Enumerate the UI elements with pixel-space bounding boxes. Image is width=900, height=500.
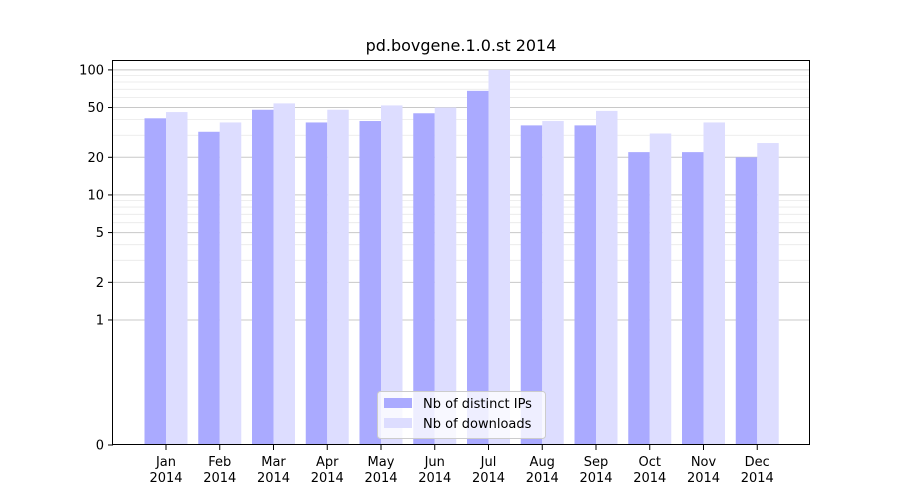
y-tick-label: 0 — [96, 439, 104, 454]
x-tick-label-year: 2014 — [364, 471, 397, 486]
bars-layer — [144, 69, 779, 446]
y-tick-label: 10 — [87, 188, 104, 203]
bar-distinct-ips — [467, 90, 489, 446]
y-tick-label: 20 — [87, 151, 104, 166]
x-tick-label-year: 2014 — [741, 471, 774, 486]
y-tick-label: 5 — [96, 226, 104, 241]
x-tick-label-month: Apr — [316, 455, 339, 470]
legend-label: Nb of downloads — [423, 417, 532, 432]
legend-label: Nb of distinct IPs — [423, 397, 532, 412]
bar-distinct-ips — [198, 131, 220, 445]
y-tick-label: 1 — [96, 313, 104, 328]
x-tick-label-month: Jan — [155, 455, 176, 470]
x-tick-label-month: May — [368, 455, 395, 470]
bar-downloads — [649, 133, 672, 445]
x-tick-label-month: Sep — [584, 455, 609, 470]
x-tick-label-month: Jun — [424, 455, 445, 470]
bar-downloads — [381, 105, 403, 446]
x-tick-label-year: 2014 — [418, 471, 451, 486]
bar-distinct-ips — [520, 125, 543, 445]
y-tick-label: 2 — [96, 276, 104, 291]
bar-downloads — [596, 110, 618, 445]
x-tick-label-month: Aug — [530, 455, 555, 470]
x-tick-label-month: Nov — [691, 455, 717, 470]
x-axis: Jan2014Feb2014Mar2014Apr2014May2014Jun20… — [149, 445, 774, 486]
y-tick-label: 100 — [79, 63, 104, 78]
bar-downloads — [434, 107, 457, 446]
x-tick-label-year: 2014 — [579, 471, 612, 486]
bar-distinct-ips — [305, 122, 328, 445]
x-tick-label-year: 2014 — [633, 471, 666, 486]
x-tick-label-year: 2014 — [526, 471, 559, 486]
bar-downloads — [488, 69, 510, 446]
bar-downloads — [542, 121, 564, 446]
x-tick-label-month: Dec — [745, 455, 770, 470]
x-tick-label-month: Oct — [639, 455, 661, 470]
bar-distinct-ips — [735, 157, 758, 445]
bar-distinct-ips — [574, 125, 596, 445]
bar-distinct-ips — [359, 121, 381, 446]
plot-frame — [112, 60, 810, 445]
bar-downloads — [327, 109, 349, 445]
x-tick-label-month: Feb — [208, 455, 231, 470]
x-tick-label-year: 2014 — [687, 471, 720, 486]
x-tick-label-year: 2014 — [149, 471, 182, 486]
bar-distinct-ips — [413, 113, 435, 445]
bar-downloads — [166, 112, 188, 445]
bar-distinct-ips — [682, 152, 704, 445]
bar-distinct-ips — [628, 152, 650, 445]
bar-downloads — [273, 103, 295, 446]
bar-downloads — [219, 122, 242, 445]
x-tick-label-year: 2014 — [203, 471, 236, 486]
bar-distinct-ips — [252, 109, 274, 445]
bar-distinct-ips — [144, 118, 166, 445]
bar-downloads — [703, 122, 725, 445]
x-tick-label-month: Mar — [261, 455, 286, 470]
bar-downloads — [757, 143, 779, 445]
x-tick-label-year: 2014 — [257, 471, 290, 486]
legend-box — [377, 391, 546, 439]
legend: Nb of distinct IPs Nb of downloads — [377, 391, 546, 439]
chart-title: pd.bovgene.1.0.st 2014 — [366, 36, 557, 55]
y-tick-label: 50 — [87, 101, 104, 116]
legend-swatch — [384, 398, 412, 408]
legend-swatch — [384, 418, 412, 428]
y-axis: 0 1 2 5 10 20 50 100 — [79, 63, 113, 454]
x-tick-label-year: 2014 — [311, 471, 344, 486]
x-tick-label-month: Jul — [480, 455, 497, 470]
x-tick-label-year: 2014 — [472, 471, 505, 486]
